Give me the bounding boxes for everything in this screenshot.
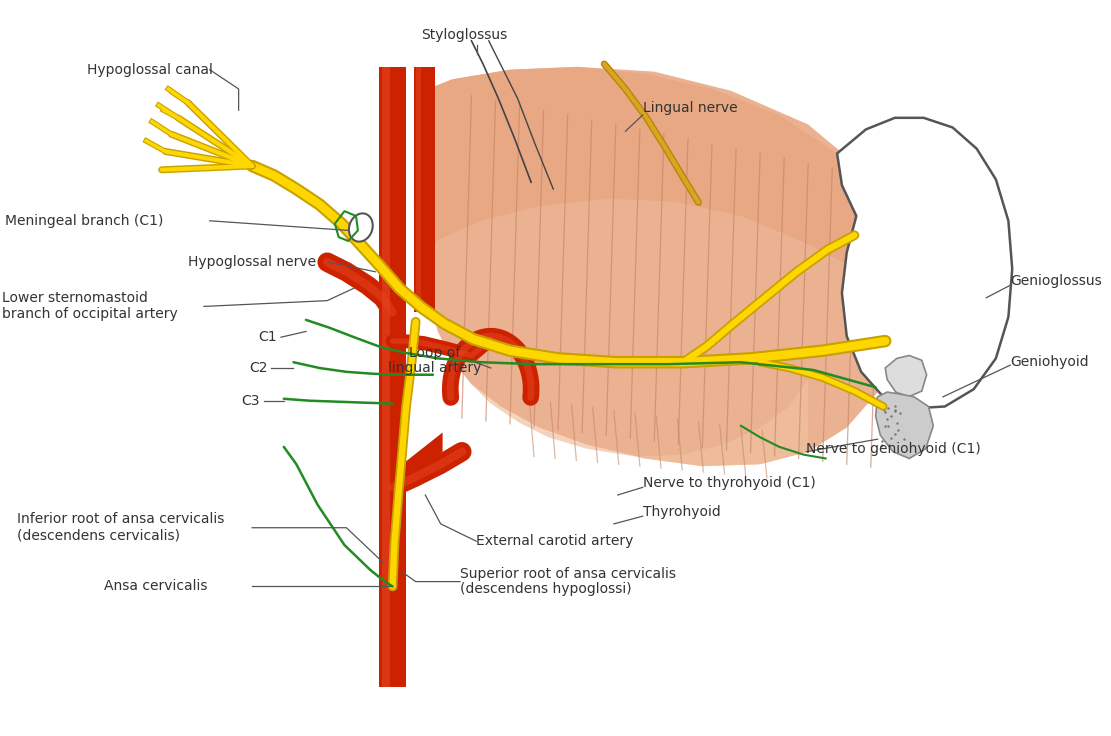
Polygon shape <box>419 67 904 466</box>
Polygon shape <box>382 67 390 687</box>
Text: C2: C2 <box>249 361 268 375</box>
Text: Lower sternomastoid: Lower sternomastoid <box>2 291 148 305</box>
Text: Loop of: Loop of <box>409 346 461 360</box>
Text: Ansa cervicalis: Ansa cervicalis <box>104 579 208 593</box>
Text: C3: C3 <box>241 394 260 408</box>
Text: Genioglossus: Genioglossus <box>1010 275 1102 289</box>
Text: External carotid artery: External carotid artery <box>477 534 633 548</box>
Text: Inferior root of ansa cervicalis: Inferior root of ansa cervicalis <box>18 512 224 526</box>
Polygon shape <box>875 392 933 459</box>
Text: branch of occipital artery: branch of occipital artery <box>2 307 178 321</box>
Text: Hypoglossal nerve: Hypoglossal nerve <box>188 255 316 269</box>
Polygon shape <box>837 118 1012 408</box>
Text: (descendens hypoglossi): (descendens hypoglossi) <box>460 582 631 596</box>
Polygon shape <box>885 355 927 397</box>
Text: Thyrohyoid: Thyrohyoid <box>643 506 721 520</box>
Text: Superior root of ansa cervicalis: Superior root of ansa cervicalis <box>460 567 675 581</box>
Text: lingual artery: lingual artery <box>388 361 481 375</box>
Text: Hypoglossal canal: Hypoglossal canal <box>87 63 212 77</box>
Polygon shape <box>416 67 421 312</box>
Text: Meningeal branch (C1): Meningeal branch (C1) <box>4 213 163 227</box>
Text: Lingual nerve: Lingual nerve <box>643 102 738 116</box>
Polygon shape <box>413 67 894 274</box>
Text: Styloglossus: Styloglossus <box>421 28 507 42</box>
Text: Nerve to thyrohyoid (C1): Nerve to thyrohyoid (C1) <box>643 476 815 490</box>
Text: C1: C1 <box>259 330 277 344</box>
Polygon shape <box>379 67 406 687</box>
Text: Nerve to geniohyoid (C1): Nerve to geniohyoid (C1) <box>807 442 981 456</box>
Ellipse shape <box>349 213 373 241</box>
Text: Geniohyoid: Geniohyoid <box>1010 355 1089 369</box>
Text: (descendens cervicalis): (descendens cervicalis) <box>18 528 180 542</box>
Polygon shape <box>379 433 442 485</box>
Polygon shape <box>413 67 434 312</box>
Polygon shape <box>471 380 808 466</box>
